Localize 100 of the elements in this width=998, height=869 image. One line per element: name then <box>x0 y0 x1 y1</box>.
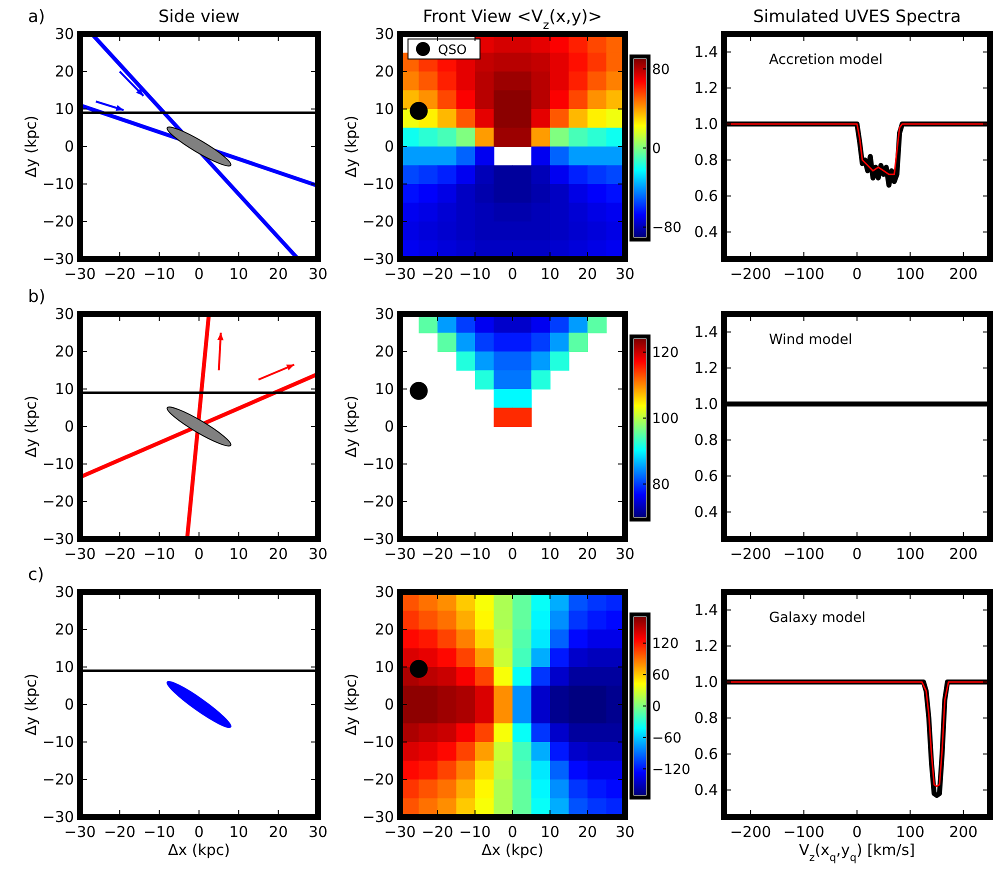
annotation: Wind model <box>769 332 852 348</box>
y-tick-label: 0 <box>64 138 74 156</box>
y-tick-label: 0 <box>384 696 394 714</box>
x-tick-label: −100 <box>783 265 824 283</box>
y-tick-label: 10 <box>54 380 74 398</box>
x-tick-label: 20 <box>578 545 598 563</box>
y-axis-title: Δy (kpc) <box>22 395 40 458</box>
x-tick-label: 0 <box>194 265 204 283</box>
text: b) <box>28 287 46 307</box>
x-tick-label: 20 <box>268 823 288 841</box>
x-tick-label: 0 <box>508 545 518 563</box>
y-tick-label: −20 <box>362 212 394 230</box>
x-tick-label: 10 <box>540 265 560 283</box>
annotation: Accretion model <box>769 52 883 68</box>
x-tick-label: 10 <box>229 545 248 563</box>
x-tick-label: −20 <box>104 545 136 563</box>
color-bar-label: 80 <box>652 62 670 78</box>
x-tick-label: 0 <box>194 545 204 563</box>
x-tick-label: 0 <box>508 823 518 841</box>
y-tick-label: 30 <box>374 583 394 601</box>
y-tick-label: −20 <box>42 492 74 510</box>
x-tick-label: 100 <box>896 545 925 563</box>
y-tick-label: 20 <box>374 62 394 80</box>
y-tick-label: −10 <box>362 733 394 751</box>
y-axis-title: Δy (kpc) <box>342 673 360 736</box>
x-axis-title: Δx (kpc) <box>168 841 230 859</box>
y-tick-label: 1.4 <box>694 43 718 61</box>
color-bar-label: −120 <box>652 762 690 778</box>
y-tick-label: 0 <box>384 138 394 156</box>
annotation: Galaxy model <box>769 610 866 626</box>
y-tick-label: 1.4 <box>694 601 718 619</box>
y-tick-label: −10 <box>362 175 394 193</box>
color-bar-label: 120 <box>652 636 679 652</box>
x-tick-label: 100 <box>896 265 925 283</box>
y-tick-label: 0.8 <box>694 431 718 449</box>
y-tick-label: 10 <box>374 658 394 676</box>
y-tick-label: −20 <box>362 770 394 788</box>
y-tick-label: 0.4 <box>694 223 718 241</box>
legend-label: QSO <box>438 43 467 58</box>
x-tick-label: 200 <box>949 265 978 283</box>
x-tick-label: −10 <box>144 823 176 841</box>
y-tick-label: −30 <box>362 808 394 826</box>
y-tick-label: 20 <box>54 342 74 360</box>
chart-title: Simulated UVES Spectra <box>753 7 961 27</box>
y-tick-label: 30 <box>54 583 74 601</box>
x-tick-label: 10 <box>229 823 248 841</box>
color-bar-label: −60 <box>652 730 682 746</box>
y-tick-label: 20 <box>374 342 394 360</box>
y-tick-label: 30 <box>54 25 74 43</box>
y-tick-label: 10 <box>54 658 74 676</box>
y-tick-label: 0.8 <box>694 709 718 727</box>
x-tick-label: −200 <box>730 823 772 841</box>
y-tick-label: −20 <box>362 492 394 510</box>
y-tick-label: 0 <box>64 696 74 714</box>
y-axis-title: Δy (kpc) <box>342 395 360 458</box>
x-tick-label: 200 <box>949 545 978 563</box>
y-tick-label: 0.6 <box>694 467 718 485</box>
x-tick-label: 0 <box>194 823 204 841</box>
x-axis-title: Δx (kpc) <box>481 841 544 859</box>
x-tick-label: −10 <box>144 545 176 563</box>
y-tick-label: 1.2 <box>694 637 718 655</box>
x-tick-label: −10 <box>459 545 491 563</box>
x-tick-label: −100 <box>783 823 824 841</box>
y-tick-label: −30 <box>42 250 74 268</box>
x-tick-label: 20 <box>578 265 598 283</box>
x-tick-label: 30 <box>615 545 635 563</box>
y-tick-label: −10 <box>42 455 74 473</box>
y-tick-label: 10 <box>374 100 394 118</box>
x-tick-label: 10 <box>540 823 560 841</box>
y-tick-label: −30 <box>362 250 394 268</box>
y-tick-label: −30 <box>362 530 394 548</box>
y-tick-label: 0 <box>64 418 74 436</box>
x-tick-label: 200 <box>949 823 978 841</box>
x-tick-label: 0 <box>852 823 862 841</box>
x-tick-label: 0 <box>508 265 518 283</box>
x-tick-label: −20 <box>422 545 454 563</box>
y-tick-label: −20 <box>42 212 74 230</box>
y-tick-label: 20 <box>54 620 74 638</box>
y-tick-label: 0 <box>384 418 394 436</box>
y-tick-label: −10 <box>42 733 74 751</box>
y-tick-label: 30 <box>374 305 394 323</box>
y-tick-label: 1.0 <box>694 673 718 691</box>
color-bar-label: 0 <box>652 141 661 157</box>
y-axis-title: Δy (kpc) <box>342 115 360 178</box>
color-bar-label: 100 <box>652 411 679 428</box>
y-tick-label: 1.4 <box>694 323 718 341</box>
x-tick-label: 10 <box>229 265 248 283</box>
y-tick-label: −30 <box>42 808 74 826</box>
y-axis-title: Δy (kpc) <box>22 115 40 178</box>
chart-title: Front View <V$_{z}$(x,y)> <box>422 7 602 32</box>
x-tick-label: −10 <box>459 823 491 841</box>
text: c) <box>28 565 44 585</box>
y-tick-label: 20 <box>374 620 394 638</box>
y-tick-label: 0.6 <box>694 187 718 205</box>
x-tick-label: 30 <box>615 823 635 841</box>
y-tick-label: 1.2 <box>694 79 718 97</box>
y-tick-label: 1.0 <box>694 395 718 413</box>
color-bar-label: −80 <box>652 220 682 236</box>
x-tick-label: 0 <box>852 545 862 563</box>
y-tick-label: 0.4 <box>694 503 718 521</box>
